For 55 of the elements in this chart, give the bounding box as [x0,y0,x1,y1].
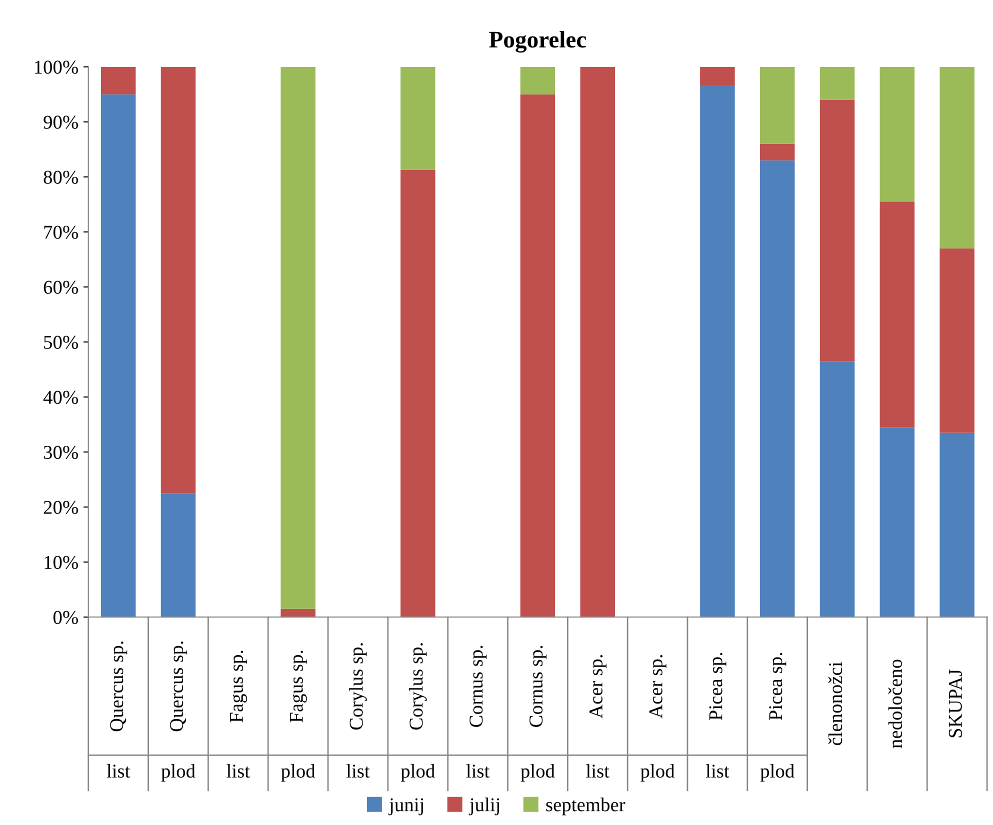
y-tick-label: 20% [44,500,78,514]
bar [580,66,615,618]
bar [400,66,436,170]
category-label: Fagus sp. plod [281,650,316,782]
x-tick-label: nedoločeno [888,660,902,748]
y-tick-label: 0% [53,610,78,624]
bar [700,84,735,618]
category-label: Picea sp. plod [760,652,794,782]
bar [160,493,196,618]
legend-label: junij [388,798,424,816]
y-tick-label: 50% [44,336,78,349]
category-label: Corylus sp. list [346,643,370,778]
x-tick-label: členonožci [828,662,842,746]
bar [880,427,915,618]
category-label: Corylus sp. plod [400,643,435,782]
bar [280,608,316,618]
category-label: Acer sp. list [586,655,610,778]
bar [100,66,136,94]
y-tick-label: 40% [43,390,78,404]
bar [940,248,974,433]
category-label: Quercus sp. list [106,642,130,778]
legend-label: september [546,798,626,816]
bar [520,94,556,618]
legend-label: julij [468,798,500,816]
bar [760,144,795,160]
bar [940,66,974,248]
bar [820,66,855,100]
bar [880,66,915,202]
bar [280,66,316,609]
bar [160,66,196,494]
category-label: Picea sp. list [706,652,730,778]
y-tick-label: 70% [44,226,78,239]
y-tick-label: 60% [44,280,78,294]
bar [880,202,915,428]
y-tick-label: 100% [35,60,78,74]
bar [520,66,556,94]
category-label: Fagus sp. list [226,650,250,778]
x-tick-label: SKUPAJ [948,669,962,738]
bar [700,66,735,85]
bar [760,66,795,144]
y-tick-label: 10% [44,556,78,570]
y-tick-label: 30% [44,446,78,460]
bar [820,361,855,618]
chart-title: Pogorelec [489,30,586,53]
category-label: Cornus sp. list [466,646,490,778]
bar [400,170,436,618]
category-label: Quercus sp. plod [161,642,196,782]
bar [760,160,795,618]
bar [100,94,136,618]
y-tick-label: 90% [44,116,78,129]
category-label: Cornus sp. plod [520,646,555,782]
bar [940,432,974,618]
bar [820,100,855,362]
category-label: Acer sp. plod [640,655,675,782]
y-tick-label: 80% [44,170,78,184]
